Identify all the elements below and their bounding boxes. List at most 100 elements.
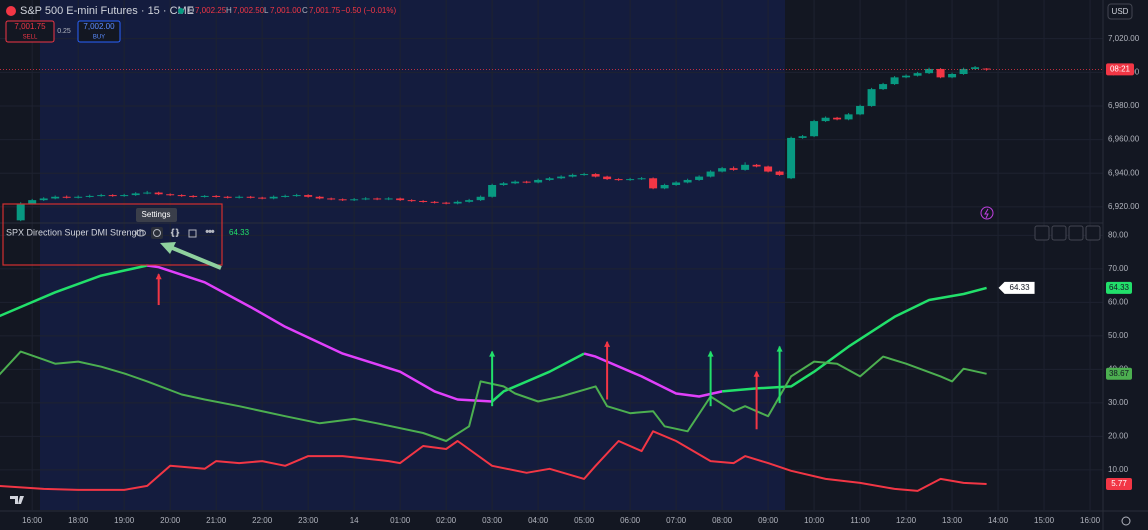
candle-body [154, 192, 163, 195]
candle-body [74, 196, 83, 198]
buy-label: BUY [93, 35, 105, 41]
y-tick-label: 10.00 [1108, 465, 1129, 474]
candle-body [971, 67, 980, 69]
y-tick-label: 7,020.00 [1108, 34, 1140, 43]
indicator-line [0, 264, 148, 318]
last-value-tag-bg [1106, 477, 1132, 490]
open-value: 7,002.25 [195, 6, 227, 15]
delete-button[interactable] [188, 229, 197, 238]
candle-body [672, 182, 681, 185]
candle-body [453, 201, 462, 204]
candle-body [315, 196, 324, 199]
visibility-button[interactable] [136, 229, 146, 237]
currency-button[interactable] [1107, 3, 1133, 20]
last-value-tag-bg [1106, 367, 1132, 380]
candle-body [649, 178, 658, 189]
y-tick-label: 6,960.00 [1108, 135, 1140, 144]
candle-body [810, 121, 819, 137]
settings-gear[interactable] [1121, 516, 1131, 526]
callout-value: 64.33 [1010, 283, 1031, 292]
events-bolt [984, 208, 989, 219]
candle-body [200, 195, 209, 197]
settings-button[interactable] [153, 229, 161, 237]
candle-body [258, 197, 267, 199]
collapse-button[interactable] [1068, 225, 1084, 241]
indicator-line [583, 352, 723, 398]
symbol-icon [6, 6, 16, 16]
sell-label: SELL [23, 35, 38, 41]
candle-body [246, 196, 255, 198]
indicator-value: 64.33 [229, 228, 250, 237]
candle-body [97, 195, 106, 197]
candle-body [442, 202, 451, 204]
y-tick-label: 30.00 [1108, 398, 1129, 407]
candle-body [62, 196, 71, 198]
candle-body [269, 196, 278, 199]
candle-body [982, 68, 991, 70]
tooltip-box [136, 208, 177, 222]
x-tick-label: 01:00 [390, 516, 411, 525]
indicator-name[interactable]: SPX Direction Super DMI Strength [6, 227, 144, 237]
candle-body [833, 117, 842, 120]
x-tick-label: 19:00 [114, 516, 135, 525]
candle-body [913, 73, 922, 76]
candle-body [223, 196, 232, 198]
candle-body [384, 198, 393, 200]
candle-body [545, 178, 554, 180]
x-tick-label: 16:00 [22, 516, 43, 525]
candle-body [499, 183, 508, 185]
indicator-buttons: { } ••• [136, 227, 215, 239]
delete-pane-button[interactable] [1051, 225, 1067, 241]
candle-body [419, 200, 428, 202]
candle-body [614, 179, 623, 181]
y-tick-label: 20.00 [1108, 431, 1129, 440]
change-value: −0.50 (−0.01%) [341, 6, 396, 15]
candle-body [902, 75, 911, 78]
x-tick-label: 04:00 [528, 516, 549, 525]
buy-button[interactable] [77, 20, 121, 43]
maximize-button[interactable] [1085, 225, 1101, 241]
y-tick-label: 6,980.00 [1108, 101, 1140, 110]
close-value: 7,001.75 [309, 6, 341, 15]
y-tick-label: 70.00 [1108, 264, 1129, 273]
x-tick-label: 15:00 [1034, 516, 1055, 525]
candle-body [108, 195, 117, 197]
x-tick-label: 07:00 [666, 516, 687, 525]
x-tick-label: 09:00 [758, 516, 779, 525]
candle-body [292, 195, 301, 197]
low-label: L [264, 6, 269, 15]
indicator-line [0, 430, 987, 492]
source-button[interactable]: { } [171, 228, 180, 238]
candle-body [787, 137, 796, 179]
candle-body [338, 199, 347, 201]
x-tick-label: 23:00 [298, 516, 319, 525]
candle-body [407, 200, 416, 202]
y-tick-label: 80.00 [1108, 230, 1129, 239]
x-tick-label: 11:00 [850, 516, 870, 525]
x-tick-label: 08:00 [712, 516, 733, 525]
candle-body [844, 114, 853, 120]
candle-body [626, 179, 635, 181]
symbol-title[interactable]: S&P 500 E-mini Futures · 15 · CME [20, 5, 194, 17]
signal-head [155, 273, 162, 280]
more-button[interactable]: ••• [205, 227, 215, 237]
candle-body [741, 164, 750, 170]
y-tick-label: 6,940.00 [1108, 168, 1140, 177]
low-value: 7,001.00 [270, 6, 302, 15]
sell-button[interactable] [5, 20, 55, 43]
x-tick-label: 02:00 [436, 516, 457, 525]
candle-body [373, 198, 382, 200]
countdown-tag: 08:21 [1110, 64, 1131, 73]
candle-body [120, 195, 129, 197]
candle-body [637, 178, 646, 180]
candle-body [85, 195, 94, 197]
events-icon[interactable] [980, 206, 994, 220]
candle-body [936, 68, 945, 78]
candle-body [396, 198, 405, 201]
candle-body [683, 179, 692, 183]
candle-body [580, 174, 589, 176]
candle-body [867, 89, 876, 106]
move-up-button[interactable] [1034, 225, 1050, 241]
candle-body [925, 68, 934, 74]
